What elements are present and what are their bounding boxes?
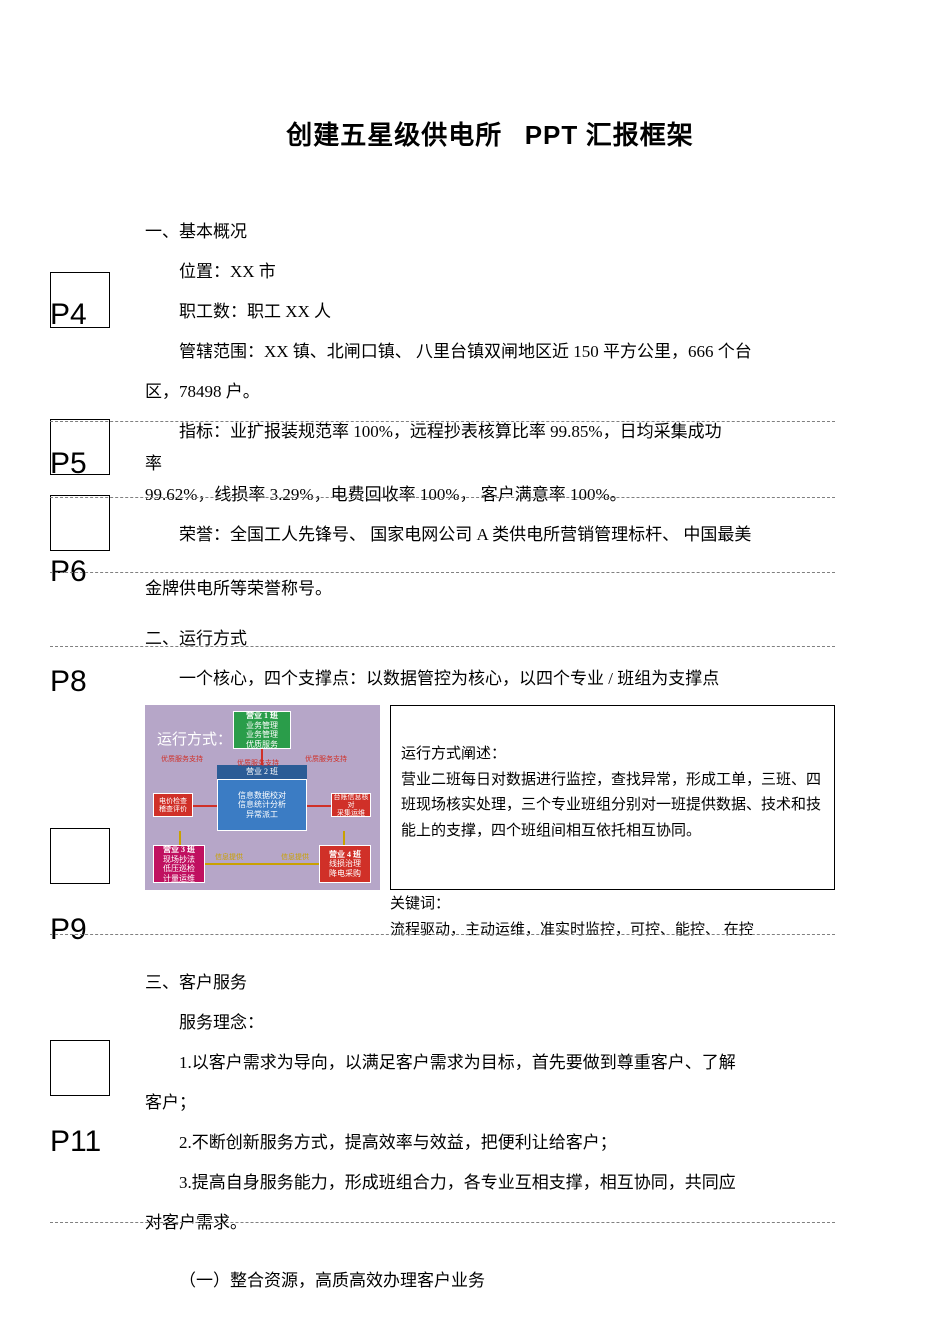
page-mark-p11: P11 (50, 1125, 130, 1159)
page-mark-box (50, 1040, 110, 1096)
title-suffix: 汇报框架 (586, 121, 694, 150)
diagram-connector (343, 831, 345, 845)
text-line: 客户； (145, 1083, 835, 1123)
dash-rule (50, 1222, 835, 1223)
diagram-connector (193, 805, 217, 807)
section-3-heading: 三、客户服务 (145, 963, 835, 1003)
diagram-connector (307, 805, 331, 807)
text-line: 指标：业扩报装规范率 100%，远程抄表核算比率 99.85%，日均采集成功 (145, 412, 835, 452)
section-2-heading: 二、运行方式 (145, 619, 835, 659)
node-line: 业务管理 (234, 721, 290, 731)
node-title: 营业 4 班 (320, 850, 370, 860)
text-line: 3.提高自身服务能力，形成班组合力，各专业互相支撑，相互协同，共同应 (145, 1163, 835, 1203)
text-line: 99.62%，线损率 3.29%，电费回收率 100%， 客户满意率 100%。 (145, 475, 835, 515)
title-cn: 创建五星级供电所 (286, 121, 502, 150)
diagram-edge-label: 优质服务支持 (237, 755, 279, 771)
node-line: 降电采购 (320, 869, 370, 879)
page-mark-p4: P4 (50, 298, 110, 332)
text-line: 职工数：职工 XX 人 (145, 292, 835, 332)
node-line: 台账信息核对 (332, 793, 370, 810)
diagram-node-top: 营业 1 班 业务管理 业务管理 优质服务 (233, 711, 291, 749)
dash-rule (50, 421, 835, 422)
text-line: 区，78498 户。 (145, 372, 835, 412)
operation-description-box: 运行方式阐述： 营业二班每日对数据进行监控，查找异常，形成工单，三班、四班现场核… (390, 705, 835, 890)
page-mark-box (50, 828, 110, 884)
text-line: 服务理念： (145, 1003, 835, 1043)
desc-body: 营业二班每日对数据进行监控，查找异常，形成工单，三班、四班现场核实处理，三个专业… (401, 768, 824, 845)
node-line: 计量运维 (154, 874, 204, 884)
node-line: 采集运维 (332, 809, 370, 817)
node-title: 营业 3 班 (154, 845, 204, 855)
text-line: 2.不断创新服务方式，提高效率与效益，把便利让给客户； (145, 1123, 835, 1163)
diagram-row: 运行方式： 营业 1 班 业务管理 业务管理 优质服务 营业 2 班 信息数据校… (145, 705, 835, 890)
node-line: 电价检查 (154, 797, 192, 805)
node-line: 业务管理 (234, 730, 290, 740)
node-line: 异常派工 (218, 810, 306, 820)
diagram-connector (179, 831, 181, 845)
node-line: 现场抄法 (154, 855, 204, 865)
page-mark-box (50, 495, 110, 551)
node-line: 低压巡检 (154, 864, 204, 874)
text-line: 金牌供电所等荣誉称号。 (145, 569, 835, 609)
page-mark-p8: P8 (50, 665, 110, 699)
subsection-heading: （一）整合资源，高质高效办理客户业务 (145, 1261, 835, 1301)
dash-rule (50, 934, 835, 935)
keywords-block: 关键词： 流程驱动，主动运维，准实时监控，可控、能控、 在控 (390, 892, 835, 943)
node-line: 信息数据校对 (218, 791, 306, 801)
dash-rule (50, 572, 835, 573)
text-line: 位置：XX 市 (145, 252, 835, 292)
text-line: 一个核心，四个支撑点：以数据管控为核心，以四个专业 / 班组为支撑点 (145, 659, 835, 699)
document-body: 一、基本概况 位置：XX 市 职工数：职工 XX 人 管辖范围：XX 镇、北闸口… (145, 212, 835, 1301)
node-line: 稽查评价 (154, 805, 192, 813)
diagram-node-small-left: 电价检查 稽查评价 (153, 793, 193, 817)
diagram-node-mid: 信息数据校对 信息统计分析 异常派工 (217, 779, 307, 831)
dash-rule (50, 646, 835, 647)
keywords-label: 关键词： (390, 892, 835, 918)
node-line: 信息统计分析 (218, 800, 306, 810)
diagram-edge-label: 优质服务支持 (305, 751, 347, 767)
keywords-body: 流程驱动，主动运维，准实时监控，可控、能控、 在控 (390, 918, 835, 944)
diagram-edge-label: 优质服务支持 (161, 751, 203, 767)
diagram-node-small-right: 台账信息核对 采集运维 (331, 793, 371, 817)
diagram-edge-label: 信息提供 (215, 849, 243, 865)
title-latin: PPT (525, 120, 579, 150)
operation-diagram: 运行方式： 营业 1 班 业务管理 业务管理 优质服务 营业 2 班 信息数据校… (145, 705, 380, 890)
desc-title: 运行方式阐述： (401, 742, 824, 768)
page-mark-p9: P9 (50, 913, 110, 947)
document-title: 创建五星级供电所 PPT 汇报框架 (145, 115, 835, 152)
dash-rule (50, 497, 835, 498)
diagram-edge-label: 信息提供 (281, 849, 309, 865)
text-line: 1.以客户需求为导向，以满足客户需求为目标，首先要做到尊重客户、了解 (145, 1043, 835, 1083)
text-line: 率 (145, 452, 835, 476)
node-line: 线损治理 (320, 859, 370, 869)
page-mark-p5: P5 (50, 447, 110, 481)
section-1-heading: 一、基本概况 (145, 212, 835, 252)
node-title: 营业 1 班 (234, 711, 290, 721)
text-line: 荣誉：全国工人先锋号、 国家电网公司 A 类供电所营销管理标杆、 中国最美 (145, 515, 835, 555)
diagram-node-bottom-right: 营业 4 班 线损治理 降电采购 (319, 845, 371, 883)
node-line: 优质服务 (234, 740, 290, 750)
document-page: P4 P5 P6 P8 P9 P11 创建五星级供电所 PPT 汇报框架 一、基… (0, 0, 945, 1338)
text-line: 管辖范围：XX 镇、北闸口镇、 八里台镇双闸地区近 150 平方公里，666 个… (145, 332, 835, 372)
diagram-node-bottom-left: 营业 3 班 现场抄法 低压巡检 计量运维 (153, 845, 205, 883)
